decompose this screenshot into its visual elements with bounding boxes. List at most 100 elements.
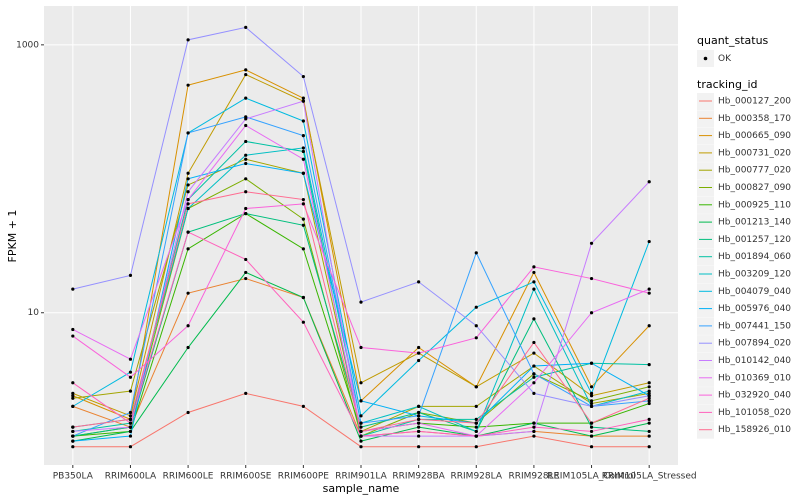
data-point bbox=[301, 99, 305, 103]
data-point bbox=[474, 305, 478, 309]
data-point bbox=[301, 223, 305, 227]
data-point bbox=[244, 157, 248, 161]
data-point bbox=[186, 410, 190, 415]
legend-label: Hb_000731_020 bbox=[718, 148, 791, 158]
data-point bbox=[244, 123, 248, 128]
data-point bbox=[647, 399, 651, 403]
data-point bbox=[532, 421, 536, 425]
data-point bbox=[417, 404, 421, 408]
data-point bbox=[244, 153, 248, 157]
data-point bbox=[417, 351, 421, 355]
legend-label: Hb_000665_090 bbox=[718, 131, 791, 141]
data-point bbox=[186, 177, 190, 181]
data-point bbox=[128, 357, 133, 361]
data-point bbox=[128, 425, 133, 429]
data-point bbox=[128, 445, 133, 449]
data-point bbox=[186, 38, 190, 42]
x-tick-label: RRIM600PE bbox=[278, 472, 330, 482]
data-point bbox=[71, 394, 75, 398]
data-point bbox=[71, 396, 75, 400]
data-point bbox=[589, 404, 594, 408]
data-point bbox=[474, 445, 478, 449]
data-point bbox=[647, 391, 651, 395]
x-tick-label: RRIM901LA bbox=[335, 472, 387, 482]
data-point bbox=[417, 410, 421, 415]
data-point bbox=[71, 445, 75, 449]
x-tick-label: PB350LA bbox=[53, 472, 94, 482]
x-tick-label: RRIM600SE bbox=[220, 472, 272, 482]
data-point bbox=[301, 149, 305, 154]
data-point bbox=[186, 202, 190, 206]
data-point bbox=[474, 425, 478, 429]
data-point bbox=[589, 276, 594, 281]
data-point bbox=[474, 417, 478, 421]
data-point bbox=[417, 434, 421, 438]
data-point bbox=[532, 391, 536, 395]
data-point bbox=[589, 391, 594, 395]
data-point bbox=[417, 414, 421, 418]
data-point bbox=[532, 372, 536, 376]
data-point bbox=[474, 251, 478, 255]
data-point bbox=[532, 340, 536, 345]
legend-title: quant_status bbox=[697, 34, 769, 47]
data-point bbox=[647, 291, 651, 295]
x-tick-label: RRIM928LA bbox=[451, 472, 503, 482]
data-point bbox=[244, 177, 248, 181]
data-point bbox=[244, 270, 248, 275]
data-point bbox=[186, 291, 190, 295]
data-point bbox=[244, 72, 248, 77]
data-point bbox=[186, 230, 190, 234]
data-point bbox=[647, 434, 651, 438]
data-point bbox=[186, 171, 190, 175]
data-point bbox=[301, 404, 305, 408]
data-point bbox=[301, 247, 305, 251]
data-point bbox=[244, 139, 248, 144]
data-point bbox=[532, 381, 536, 385]
data-point bbox=[359, 429, 363, 434]
data-point bbox=[186, 190, 190, 194]
legend-label: Hb_001213_140 bbox=[718, 218, 791, 228]
data-point bbox=[71, 327, 75, 332]
data-point bbox=[301, 217, 305, 221]
data-point bbox=[301, 134, 305, 138]
data-point bbox=[532, 265, 536, 269]
data-point bbox=[359, 345, 363, 350]
data-point bbox=[359, 421, 363, 425]
data-point bbox=[647, 429, 651, 434]
data-point bbox=[647, 396, 651, 400]
data-point bbox=[474, 385, 478, 389]
data-point bbox=[532, 280, 536, 284]
data-point bbox=[474, 429, 478, 434]
legend-label: Hb_000925_110 bbox=[718, 200, 791, 210]
data-point bbox=[71, 429, 75, 434]
data-point bbox=[589, 434, 594, 438]
data-point bbox=[244, 117, 248, 121]
data-point bbox=[647, 287, 651, 291]
data-point bbox=[359, 425, 363, 429]
legend-label: Hb_007441_150 bbox=[718, 321, 791, 331]
data-point bbox=[71, 381, 75, 385]
data-point bbox=[244, 96, 248, 100]
data-point bbox=[417, 358, 421, 363]
data-point bbox=[301, 74, 305, 79]
data-point bbox=[71, 334, 75, 338]
data-point bbox=[532, 434, 536, 438]
data-point bbox=[301, 171, 305, 175]
data-point bbox=[186, 183, 190, 187]
data-point bbox=[589, 421, 594, 425]
legend-label: Hb_003209_120 bbox=[718, 270, 791, 280]
data-point bbox=[359, 399, 363, 403]
data-point bbox=[589, 241, 594, 245]
data-point bbox=[474, 404, 478, 408]
data-point bbox=[647, 363, 651, 367]
data-point bbox=[417, 425, 421, 429]
legend-label: Hb_005976_040 bbox=[718, 304, 791, 314]
data-point bbox=[71, 425, 75, 429]
data-point bbox=[128, 375, 133, 379]
data-point bbox=[128, 389, 133, 393]
data-point bbox=[647, 445, 651, 449]
data-point bbox=[301, 96, 305, 100]
legend-label: Hb_000827_090 bbox=[718, 183, 791, 193]
data-point bbox=[647, 421, 651, 425]
